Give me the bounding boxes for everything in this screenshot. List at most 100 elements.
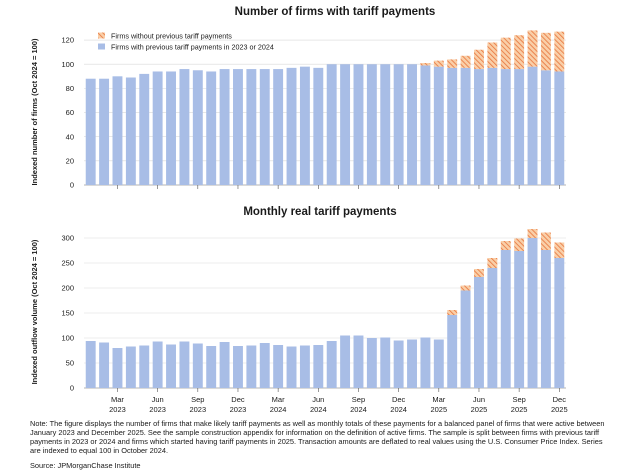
bar-new [460,285,471,291]
x-tick-year: 2023 [149,405,166,414]
payments-chart: Monthly real tariff payments Indexed out… [30,206,568,414]
x-tick-month: Mar [111,395,124,404]
y-tick-label: 50 [66,359,74,368]
payments-chart-title: Monthly real tariff payments [243,206,396,218]
firms-chart-ylabel: Indexed number of firms (Oct 2024 = 100) [30,38,39,185]
bar-existing [407,339,417,388]
y-tick-label: 300 [61,234,74,243]
bar-existing [179,341,190,388]
bar-existing [514,69,525,185]
y-tick-label: 200 [61,284,74,293]
bar-existing [273,345,284,388]
bar-existing [353,64,364,185]
bar-existing [166,71,176,185]
bar-existing [554,71,565,185]
x-tick-year: 2024 [310,405,327,414]
bar-new [420,63,431,66]
bar-existing [340,64,351,185]
bar-existing [179,69,190,185]
bar-existing [500,69,511,185]
legend-label-new: Firms without previous tariff payments [111,32,232,41]
firms-chart: Number of firms with tariff payments Ind… [30,6,566,190]
bar-new [447,59,458,68]
y-tick-label: 0 [70,181,74,190]
firms-chart-y-ticks: 0 20 40 60 80 100 120 [61,36,74,190]
x-tick-year: 2025 [511,405,528,414]
bar-existing [99,342,110,388]
bar-existing [380,337,391,388]
bar-existing [366,338,377,388]
bar-existing [192,343,203,388]
x-tick-year: 2024 [350,405,367,414]
bar-existing [219,342,230,388]
bar-existing [447,67,458,185]
bar-existing [299,66,310,185]
bar-existing [299,345,310,388]
firms-chart-bars [85,30,565,185]
bar-existing [393,64,404,185]
bar-existing [85,341,96,388]
bar-new [540,232,551,250]
x-tick-month: Sep [191,395,204,404]
bar-existing [353,335,364,388]
bar-existing [192,70,203,185]
x-tick-year: 2024 [270,405,287,414]
bar-existing [540,250,551,388]
bar-existing [286,67,297,185]
bar-existing [139,73,150,185]
y-tick-label: 20 [66,156,74,165]
y-tick-label: 100 [61,60,74,69]
bar-existing [112,76,123,185]
bar-existing [326,64,337,185]
bar-new [527,30,538,67]
x-tick-year: 2025 [471,405,488,414]
x-tick-year: 2023 [109,405,126,414]
x-tick-month: Sep [512,395,525,404]
bar-new [554,242,565,258]
firms-chart-gridlines [84,39,566,186]
y-tick-label: 40 [66,132,74,141]
bar-existing [99,78,110,185]
bar-existing [420,337,431,388]
x-tick-month: Dec [392,395,406,404]
x-tick-month: Dec [231,395,245,404]
bar-existing [474,69,484,185]
bar-existing [460,290,471,388]
bar-existing [527,66,538,185]
x-tick-month: Sep [352,395,365,404]
bar-existing [433,339,444,388]
bar-existing [380,64,391,185]
bar-existing [85,78,96,185]
legend-swatch-existing [98,43,105,50]
bar-existing [152,71,163,185]
bar-new [474,269,484,277]
bar-existing [474,277,484,388]
bar-existing [487,67,498,185]
legend-swatch-new [98,32,105,39]
bar-new [433,60,444,67]
bar-existing [420,65,431,185]
y-tick-label: 120 [61,36,74,45]
bar-existing [166,344,176,388]
x-tick-month: Dec [553,395,567,404]
bar-new [487,258,498,268]
bar-new [527,229,538,238]
y-tick-label: 100 [61,334,74,343]
y-tick-label: 60 [66,108,74,117]
payments-chart-x-ticks: Mar2023Jun2023Sep2023Dec2023Mar2024Jun20… [109,388,568,414]
x-tick-month: Jun [473,395,485,404]
bar-existing [112,348,123,388]
bar-new [487,42,498,68]
payments-chart-y-ticks: 0 50 100 150 200 250 300 [61,234,74,393]
bar-existing [206,346,217,388]
bar-existing [286,346,297,388]
y-tick-label: 250 [61,259,74,268]
bar-existing [433,66,444,185]
bar-existing [125,346,136,388]
x-tick-year: 2025 [551,405,568,414]
bar-existing [259,343,270,388]
x-tick-year: 2023 [230,405,247,414]
bar-existing [366,64,377,185]
bar-existing [233,346,243,388]
bar-new [500,241,511,250]
